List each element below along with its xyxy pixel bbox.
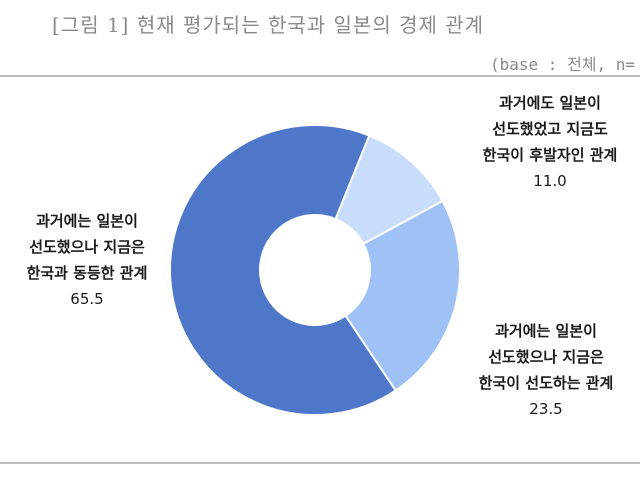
slice-label-equal-relationship: 과거에는 일본이 선도했으나 지금은 한국과 동등한 관계 65.5 [8,208,166,312]
top-divider [0,75,640,77]
chart-title: [그림 1] 현재 평가되는 한국과 일본의 경제 관계 [52,13,485,37]
slice-label-korea-follower: 과거에도 일본이 선도했었고 지금도 한국이 후발자인 관계 11.0 [462,90,638,194]
slice-label-line: 선도했었고 지금도 [492,120,608,138]
slice-label-line: 선도했으나 지금은 [29,238,145,256]
slice-equal-relationship [169,124,398,416]
slice-label-line: 한국과 동등한 관계 [26,264,148,282]
slice-value: 65.5 [70,290,104,308]
slice-label-line: 선도했으나 지금은 [488,348,604,366]
slice-label-line: 과거에는 일본이 [36,212,138,230]
slice-label-line: 과거에도 일본이 [499,94,601,112]
slice-value: 23.5 [529,400,563,418]
slice-label-line: 과거에는 일본이 [495,322,597,340]
slice-label-line: 한국이 선도하는 관계 [478,374,614,392]
slice-label-korea-leads: 과거에는 일본이 선도했으나 지금은 한국이 선도하는 관계 23.5 [458,318,634,422]
slice-label-line: 한국이 후발자인 관계 [482,146,618,164]
slice-value: 11.0 [533,172,567,190]
slice-korea-leads [344,199,461,392]
base-note: (base : 전체, n= [490,55,636,74]
bottom-divider [0,462,640,464]
